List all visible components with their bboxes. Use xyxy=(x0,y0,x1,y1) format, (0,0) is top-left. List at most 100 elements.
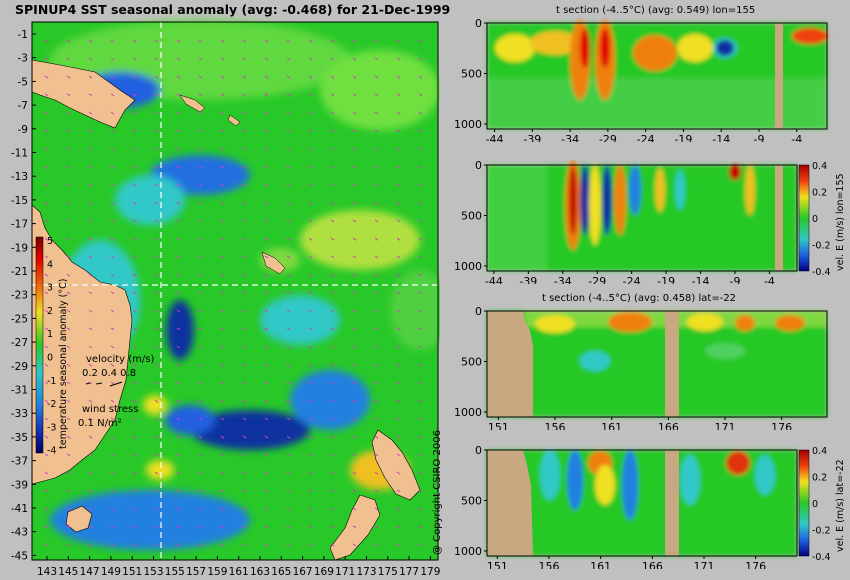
section-y-tick-label: 0 xyxy=(475,160,482,172)
wind-arrow xyxy=(264,201,269,205)
map-x-tick-label: 163 xyxy=(250,566,270,578)
wind-arrow xyxy=(88,453,93,457)
wind-arrow xyxy=(132,507,137,511)
wind-arrow xyxy=(396,363,401,367)
wind-arrow xyxy=(88,39,93,43)
wind-arrow xyxy=(396,237,401,241)
wind-arrow xyxy=(242,543,247,547)
colorbar-label: temperature seasonal anomaly (°C) xyxy=(58,279,69,449)
wind-arrow xyxy=(154,525,159,528)
wind-arrow xyxy=(396,489,401,493)
wind-arrow xyxy=(88,543,93,547)
section3-gap-land xyxy=(665,311,679,417)
wind-arrow xyxy=(198,273,203,277)
wind-arrow xyxy=(66,327,71,330)
wind-arrow xyxy=(374,75,379,79)
wind-arrow xyxy=(88,255,93,259)
wind-arrow xyxy=(44,345,49,349)
section-x-tick-label: -39 xyxy=(519,275,537,284)
wind-arrow xyxy=(66,543,71,547)
wind-arrow xyxy=(110,417,115,421)
section1-field xyxy=(487,20,828,129)
wind-arrow xyxy=(352,399,357,403)
wind-arrow xyxy=(220,543,225,547)
wind-arrow xyxy=(330,417,335,421)
wind-arrow xyxy=(44,381,49,385)
wind-arrow xyxy=(198,417,203,421)
wind-arrow xyxy=(110,75,115,79)
wind-arrow xyxy=(264,381,269,385)
wind-arrow xyxy=(352,111,357,115)
wind-arrow xyxy=(308,291,313,295)
wind-arrow xyxy=(66,75,71,79)
vel-section-lon155: 0.4 0.2 0 -0.2 -0.4 vel. E (m/s) lon=155 -44… xyxy=(454,160,846,284)
wind-arrow xyxy=(242,111,247,115)
wind-arrow xyxy=(44,327,49,330)
australia-land xyxy=(31,204,133,485)
wind-arrow xyxy=(308,237,313,241)
wind-arrow xyxy=(242,327,247,330)
section1-axes: -44 -39 -34 -29 -24 -19 -14 -9 -4 0 500 1000 xyxy=(454,18,802,142)
section-y-tick-label: 1000 xyxy=(454,260,482,273)
wind-arrow xyxy=(418,183,423,187)
velocity-colorbar-tick: -0.2 xyxy=(812,526,831,537)
wind-arrow xyxy=(154,453,159,457)
wind-arrow xyxy=(132,93,137,97)
wind-arrow xyxy=(176,165,181,169)
wind-arrow xyxy=(418,237,423,241)
velocity-colorbar-1-ticks: 0.4 0.2 0 -0.2 -0.4 xyxy=(812,161,831,278)
wind-arrow xyxy=(264,489,269,493)
wind-arrow xyxy=(154,471,159,475)
wind-arrow xyxy=(374,381,379,385)
wind-arrow xyxy=(88,525,93,528)
wind-arrow xyxy=(418,327,423,330)
wind-arrow xyxy=(176,309,181,313)
wind-arrow xyxy=(264,471,269,475)
wind-arrow xyxy=(396,201,401,205)
wind-arrow xyxy=(66,147,71,151)
wind-arrow xyxy=(418,93,423,97)
wind-arrow xyxy=(176,543,181,547)
wind-arrow xyxy=(66,183,71,187)
wind-arrow xyxy=(308,57,313,61)
wind-arrow xyxy=(66,309,71,313)
wind-arrow xyxy=(198,471,203,475)
wind-arrow xyxy=(198,309,203,313)
wind-arrow xyxy=(88,201,93,205)
wind-arrow xyxy=(286,471,291,475)
wind-arrow xyxy=(264,543,269,547)
wind-arrow xyxy=(374,39,379,43)
wind-arrow xyxy=(66,111,71,115)
section-x-tick-label: 161 xyxy=(590,560,611,569)
wind-arrow xyxy=(330,345,335,349)
map-x-tick-label: 173 xyxy=(356,566,376,578)
wind-arrow xyxy=(264,93,269,97)
wind-arrow xyxy=(264,75,269,79)
wind-arrow xyxy=(308,543,313,547)
wind-arrow xyxy=(242,417,247,421)
wind-arrow xyxy=(418,453,423,457)
wind-arrow xyxy=(110,435,115,439)
wind-arrow xyxy=(154,111,159,115)
section-y-tick-label: 1000 xyxy=(454,118,482,131)
wind-arrow xyxy=(110,525,115,528)
section-y-tick-label: 500 xyxy=(461,494,482,507)
wind-arrow xyxy=(198,489,203,493)
wind-arrow xyxy=(286,237,291,241)
wind-arrow xyxy=(308,453,313,457)
wind-arrow xyxy=(264,345,269,349)
velocity-colorbar-tick: -0.4 xyxy=(812,552,831,563)
wind-arrow xyxy=(88,129,93,132)
wind-arrow xyxy=(154,219,159,223)
velocity-colorbar-tick: -0.4 xyxy=(812,267,831,278)
wind-arrow xyxy=(132,129,137,132)
wind-arrow xyxy=(352,381,357,385)
wind-arrow xyxy=(88,165,93,169)
wind-arrow xyxy=(242,435,247,439)
wind-arrow xyxy=(374,165,379,169)
section-y-tick-label: 1000 xyxy=(454,406,482,419)
wind-arrow xyxy=(264,165,269,169)
wind-arrow xyxy=(418,507,423,511)
wind-arrow xyxy=(44,129,49,132)
wind-arrow xyxy=(66,291,71,295)
